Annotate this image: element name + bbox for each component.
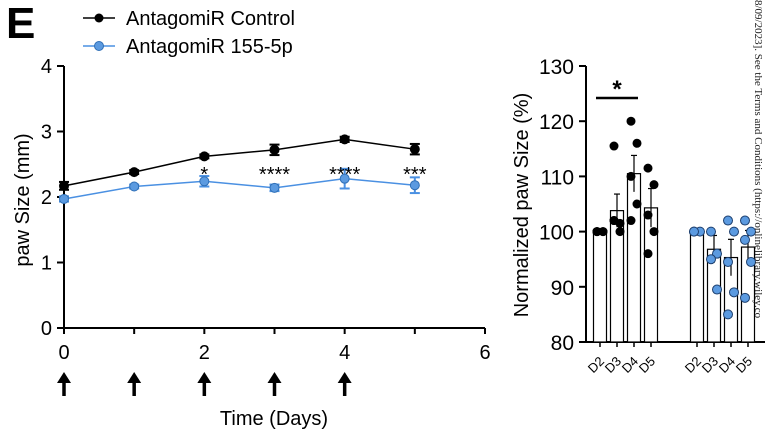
treated-dot [729,287,739,298]
control-dot [592,227,602,237]
y-tick-label: 4 [41,56,52,78]
control-dot [632,199,642,209]
control-data-point [199,151,210,162]
significance-marker: **** [329,164,360,186]
treated-dot [746,256,756,267]
treated-dot [689,226,699,237]
significance-marker: * [200,164,208,186]
control-dot [643,163,653,173]
treated-data-point [59,193,69,204]
treated-data-point [339,173,350,184]
y-tick-label: 2 [41,187,52,209]
control-data-point [339,134,350,145]
control-dot [626,116,636,126]
bar-y-tick-label: 110 [541,166,574,189]
bar-x-tick-label: D5 [636,354,658,376]
treated-dot [706,226,716,237]
control-data-point [59,180,69,191]
control-dot [626,216,636,226]
control-data-point [409,144,420,155]
watermark-text: 8/09/2023]. See the Terms and Conditions… [752,0,764,319]
injection-arrow-head [197,372,212,383]
x-tick-label: 4 [339,342,350,364]
significance-marker: *** [403,164,427,186]
line-chart-axes: paw Size (mm) Time (Days) [12,66,485,430]
treated-data-point [269,182,280,193]
x-tick-label: 6 [479,342,490,364]
x-tick-label: 2 [199,342,210,364]
significance-star: * [612,76,622,103]
control-data-point [269,144,280,155]
treated-dot [740,234,750,245]
bar [592,231,608,343]
treated-dot [723,215,733,226]
control-dot [609,141,619,151]
injection-arrow [337,372,352,396]
y-tick-label: 0 [41,318,52,340]
legend-control-marker [94,13,104,23]
legend: AntagomiR Control AntagomiR 155-5p [83,8,295,58]
treated-dot [712,284,722,295]
treated-dot [723,309,733,320]
x-axis-title: Time (Days) [220,408,328,430]
treated-dot [706,254,716,265]
treated-data-point [129,181,140,192]
injection-arrow [267,372,282,396]
bar-y-tick-label: 90 [551,277,574,300]
bar-y-tick-label: 130 [539,56,574,79]
bar-y-axis-title: Normalized paw Size (%) [511,93,533,318]
control-data-point [129,167,140,178]
bar-y-tick-label: 100 [539,222,574,245]
injection-arrow [197,372,212,396]
bar-y-tick-label: 80 [551,332,574,355]
y-tick-label: 3 [41,122,52,144]
injection-arrow-head [127,372,142,383]
injection-arrow [57,372,71,396]
y-axis-title: paw Size (mm) [12,133,34,266]
bar-y-tick-label: 120 [539,111,574,134]
treated-dot [746,226,756,237]
significance-marker: **** [259,164,290,186]
treated-dot [723,256,733,267]
injection-arrow-head [267,372,282,383]
panel-label: E [6,0,35,48]
treated-dot [740,215,750,226]
control-dot [626,171,636,181]
control-dot [649,227,659,237]
control-series-line [63,138,415,187]
control-dot [643,249,653,259]
injection-arrow-head [57,372,71,383]
treated-data-point [409,180,420,191]
treated-dot [740,292,750,303]
treated-data-point [199,176,210,187]
treated-dot [729,226,739,237]
control-dot [615,227,625,237]
bar [626,173,642,343]
legend-treated-marker [94,41,104,51]
injection-arrow [127,372,142,396]
bar [689,231,705,343]
legend-treated-label: AntagomiR 155-5p [126,36,293,58]
side-watermark: 8/09/2023]. See the Terms and Conditions… [751,0,765,439]
y-tick-label: 1 [41,253,52,275]
treated-series-line [63,177,415,200]
control-dot [649,180,659,190]
injection-arrow-head [337,372,352,383]
control-dot [609,216,619,226]
legend-control-label: AntagomiR Control [126,8,295,30]
x-tick-label: 0 [58,342,69,364]
control-dot [632,138,642,148]
control-dot [643,210,653,220]
